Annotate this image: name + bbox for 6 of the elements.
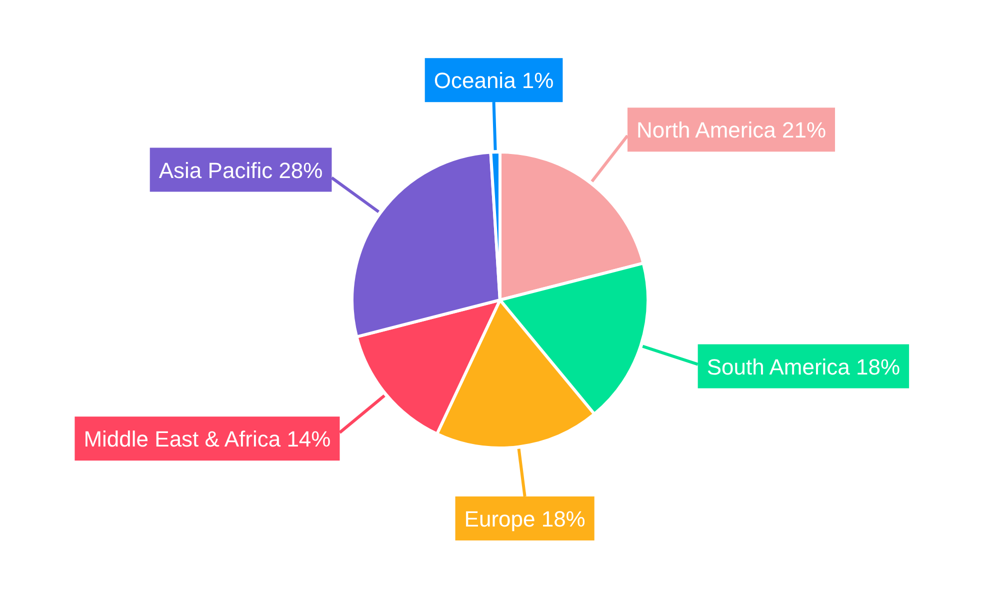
slice-label: Middle East & Africa 14% [84,426,331,452]
slice-label: North America 21% [636,118,826,143]
slice-label: Asia Pacific 28% [158,158,323,183]
slice-label: Europe 18% [464,506,586,532]
slice-label: Oceania 1% [434,68,554,94]
slice-label: South America 18% [706,354,900,380]
